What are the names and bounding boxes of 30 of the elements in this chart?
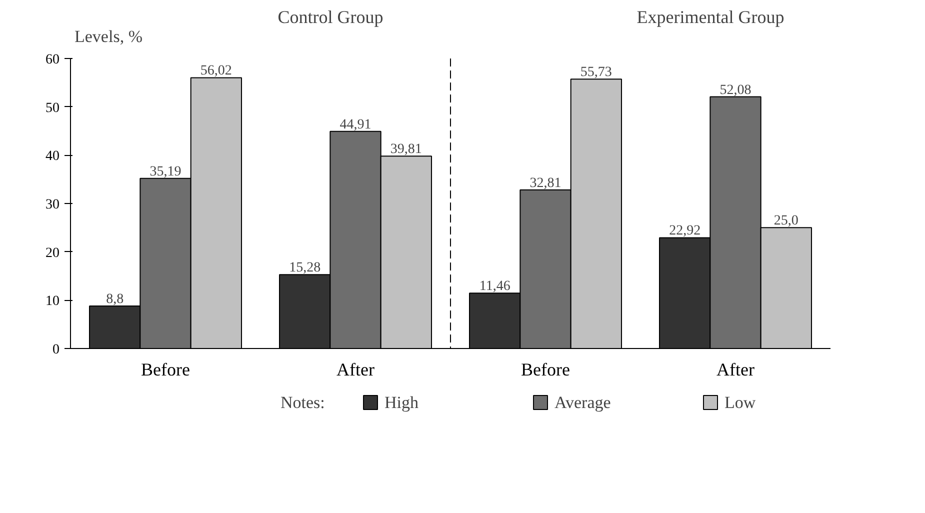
legend-title: Notes: xyxy=(280,393,325,412)
data-label: 11,46 xyxy=(479,279,510,294)
x-tick-label: Before xyxy=(141,360,190,380)
data-label: 32,81 xyxy=(530,176,562,191)
data-label: 8,8 xyxy=(106,292,124,307)
data-label: 15,28 xyxy=(289,260,321,276)
data-label: 55,73 xyxy=(580,65,612,80)
data-label: 39,81 xyxy=(390,142,422,158)
x-tick-label: Before xyxy=(521,360,570,380)
text: Experimental Group xyxy=(636,6,784,27)
text: Control Group xyxy=(278,6,384,27)
y-axis-title: Levels, % xyxy=(74,27,142,46)
y-tick-label: 0 xyxy=(52,342,60,358)
legend-label: Low xyxy=(724,393,756,412)
y-tick-label: 20 xyxy=(46,246,60,261)
data-label: 22,92 xyxy=(669,224,701,239)
data-label: 52,08 xyxy=(720,82,752,98)
data-label: 35,19 xyxy=(150,164,182,180)
y-tick-label: 10 xyxy=(46,294,60,310)
x-tick-label: After xyxy=(716,360,754,380)
y-tick-label: 50 xyxy=(46,100,60,116)
y-tick-label: 30 xyxy=(46,198,60,212)
data-label: 25,0 xyxy=(774,214,798,229)
x-tick-label: After xyxy=(336,360,374,380)
legend-label: Average xyxy=(554,393,611,412)
y-tick-label: 40 xyxy=(46,149,60,164)
data-label: 56,02 xyxy=(200,64,232,79)
data-label: 44,91 xyxy=(340,117,372,132)
legend-label: High xyxy=(384,393,419,412)
y-tick-label: 60 xyxy=(46,52,60,68)
